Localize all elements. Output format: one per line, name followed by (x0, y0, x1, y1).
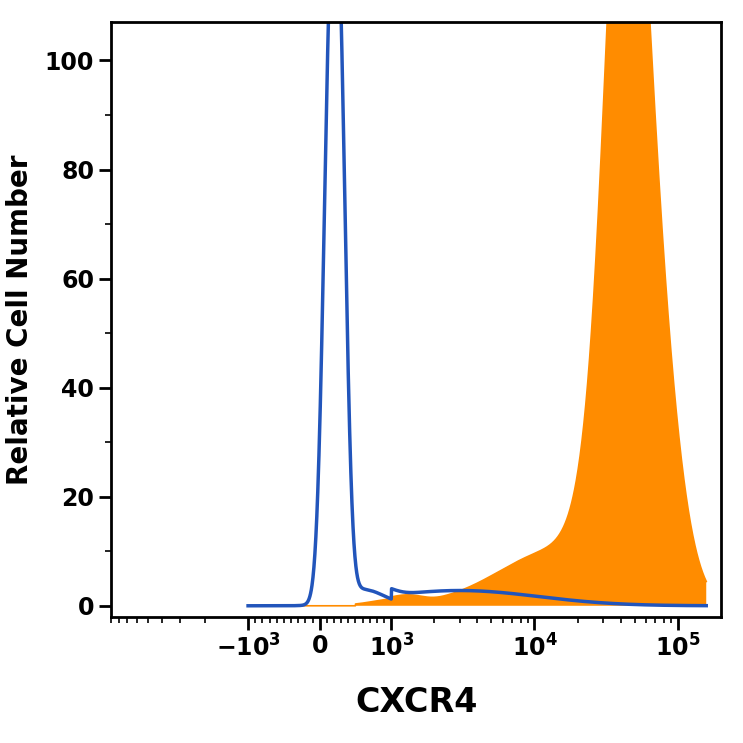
Y-axis label: Relative Cell Number: Relative Cell Number (6, 155, 33, 484)
X-axis label: CXCR4: CXCR4 (355, 687, 477, 719)
